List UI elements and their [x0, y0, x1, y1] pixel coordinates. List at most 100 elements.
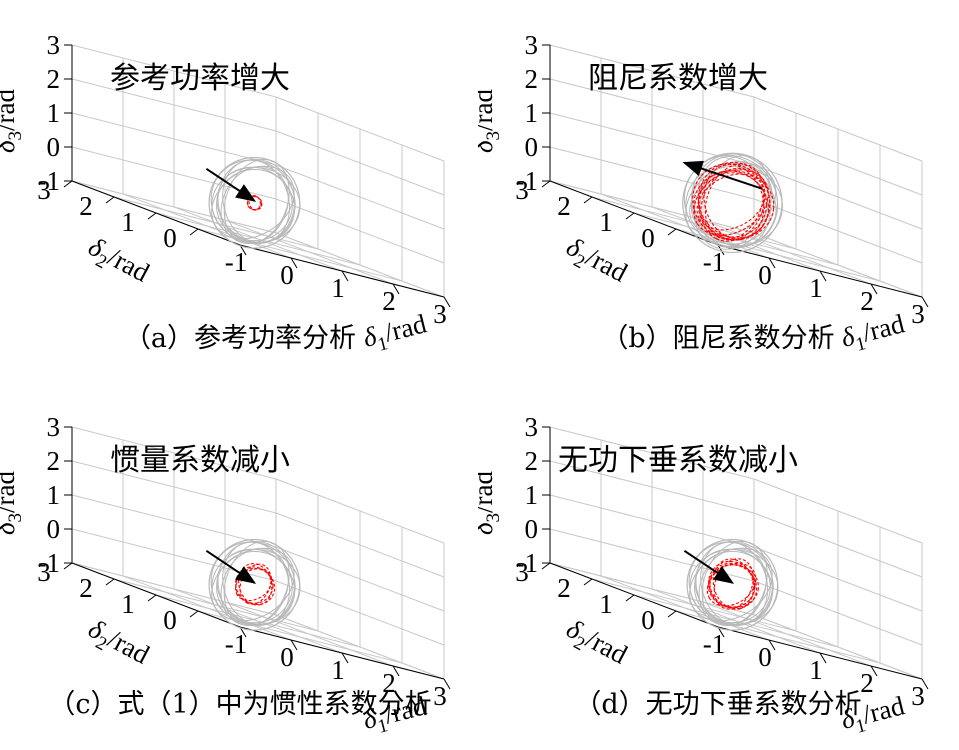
- y-tick-mark: [625, 212, 635, 220]
- x-tick-label: 0: [758, 642, 772, 672]
- y-tick-mark: [147, 212, 157, 220]
- x-tick-mark: [392, 283, 400, 295]
- grid-line: [549, 460, 755, 514]
- y-tick-mark: [189, 610, 199, 618]
- z-tick-label: 2: [47, 64, 61, 94]
- z-tick-label: -1: [516, 548, 539, 578]
- outer-trajectory-loop: [217, 540, 295, 626]
- x-tick-mark: [921, 678, 929, 690]
- y-tick-label: 1: [599, 207, 613, 237]
- z-axis-label: δ3/rad: [0, 470, 26, 535]
- x-tick-label: 3: [911, 681, 925, 711]
- inner-trajectory-loop: [707, 564, 759, 609]
- grid-line: [224, 601, 394, 667]
- grid-line: [155, 594, 361, 648]
- y-tick-label: 0: [641, 223, 655, 253]
- y-tick-mark: [63, 180, 73, 188]
- annotation-arrow: [682, 160, 763, 190]
- trajectory-outer: [682, 152, 783, 254]
- z-tick-label: 1: [525, 480, 539, 510]
- grid-line: [753, 232, 923, 298]
- panel-caption: （b）阻尼系数分析: [601, 323, 835, 354]
- figure: -1012332103210-1δ1/radδ2/radδ3/rad参考功率增大…: [0, 30, 929, 738]
- x-tick-label: -1: [703, 629, 726, 659]
- annotation-arrow: [205, 549, 257, 584]
- grid-line: [71, 112, 277, 166]
- x-tick-label: 0: [280, 260, 294, 290]
- x-tick-mark: [717, 244, 725, 256]
- grid-line: [275, 164, 445, 230]
- x-tick-label: 3: [433, 299, 447, 329]
- grid-line: [753, 546, 923, 612]
- x-tick-mark: [290, 257, 298, 269]
- x-tick-label: 1: [331, 655, 345, 685]
- inner-trajectory-loop: [713, 558, 754, 610]
- annotation-arrow: [683, 549, 735, 584]
- z-tick-label: 1: [47, 98, 61, 128]
- x-tick-mark: [819, 652, 827, 664]
- z-tick-label: 0: [525, 132, 539, 162]
- z-tick-label: 3: [47, 412, 61, 442]
- grid-line: [702, 219, 872, 285]
- x-tick-label: 1: [809, 655, 823, 685]
- x-tick-mark: [443, 678, 451, 690]
- outer-trajectory-boundary: [208, 538, 301, 631]
- z-tick-label: 3: [47, 30, 61, 60]
- annotation: 阻尼系数增大: [588, 62, 768, 190]
- panel-caption: （c）式（1）中为惯性系数分析: [48, 689, 432, 720]
- y-tick-label: 0: [163, 223, 177, 253]
- panel-caption: （d）无功下垂系数分析: [574, 689, 862, 720]
- x-tick-label: 2: [382, 668, 396, 698]
- grid-line: [275, 232, 445, 298]
- grid-line: [275, 96, 445, 162]
- z-tick-label: -1: [38, 548, 61, 578]
- annotation-label: 惯量系数减小: [110, 444, 290, 477]
- panel-caption: （a）参考功率分析: [123, 323, 357, 354]
- y-tick-label: 0: [641, 605, 655, 635]
- grid-line: [71, 494, 277, 548]
- z-tick-label: 1: [525, 98, 539, 128]
- grid-line: [753, 96, 923, 162]
- y-tick-mark: [63, 562, 73, 570]
- z-tick-label: 0: [47, 132, 61, 162]
- grid-line: [753, 164, 923, 230]
- x-tick-mark: [768, 639, 776, 651]
- grid-line: [549, 494, 755, 548]
- y-tick-label: 2: [79, 573, 93, 603]
- z-tick-label: 3: [525, 30, 539, 60]
- inner-trajectory-loop: [238, 563, 273, 606]
- outer-trajectory-loop: [217, 158, 295, 244]
- y-tick-mark: [541, 562, 551, 570]
- y-tick-label: 3: [37, 175, 51, 205]
- annotation-label: 阻尼系数增大: [588, 62, 768, 95]
- z-tick-label: 2: [525, 64, 539, 94]
- y-tick-label: 2: [79, 191, 93, 221]
- chart-panel-d: -1012332103210-1δ1/radδ2/radδ3/rad无功下垂系数…: [468, 382, 958, 746]
- y-tick-label: 1: [121, 207, 135, 237]
- y-tick-mark: [667, 228, 677, 236]
- y-tick-mark: [583, 196, 593, 204]
- z-axis-label: δ3/rad: [478, 88, 504, 153]
- y-axis-label: δ2/rad: [81, 231, 155, 293]
- y-axis-label: δ2/rad: [559, 613, 633, 675]
- outer-trajectory-loop: [690, 153, 778, 249]
- y-tick-mark: [583, 578, 593, 586]
- inner-trajectory-loop: [693, 169, 769, 236]
- y-tick-label: 1: [599, 589, 613, 619]
- annotation-label: 参考功率增大: [110, 62, 290, 95]
- annotation-label: 无功下垂系数减小: [558, 444, 798, 477]
- x-tick-label: -1: [225, 247, 248, 277]
- y-tick-mark: [147, 594, 157, 602]
- x-tick-mark: [870, 283, 878, 295]
- y-tick-mark: [625, 594, 635, 602]
- outer-trajectory-loop: [220, 166, 289, 244]
- grid-line: [275, 512, 445, 578]
- x-tick-label: 1: [809, 273, 823, 303]
- z-tick-label: 0: [525, 514, 539, 544]
- grid-line: [753, 512, 923, 578]
